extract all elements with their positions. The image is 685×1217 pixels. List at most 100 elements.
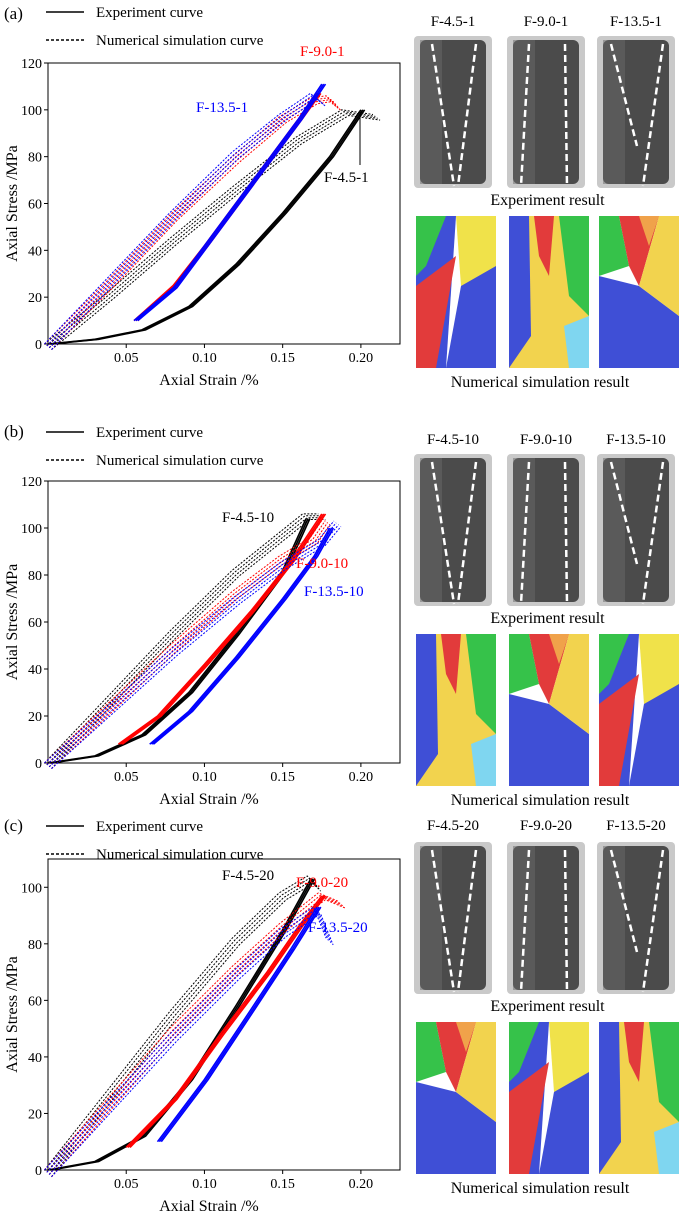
sim-curve-F-4.5-10 (46, 515, 321, 766)
y-tick-label: 40 (28, 663, 42, 678)
specimen-photo (414, 842, 492, 994)
y-tick-label: 40 (28, 244, 42, 259)
legend-simulation-label: Numerical simulation curve (96, 33, 264, 49)
x-tick-label: 0.20 (349, 1177, 374, 1192)
sim-curve-F-9.0-10 (48, 522, 329, 768)
x-tick-label: 0.15 (270, 1177, 295, 1192)
y-tick-label: 60 (28, 616, 42, 631)
simulation-image (416, 1022, 496, 1174)
y-axis-label: Axial Stress /MPa (4, 956, 21, 1072)
curve-annotation: F-4.5-1 (324, 170, 369, 186)
y-axis-label: Axial Stress /MPa (4, 145, 21, 261)
simulation-image (599, 216, 679, 368)
specimen-photo (507, 454, 585, 606)
simulation-caption: Numerical simulation result (450, 792, 630, 809)
specimen-photo (507, 36, 585, 188)
x-tick-label: 0.15 (270, 770, 295, 785)
experiment-caption: Experiment result (490, 610, 605, 627)
exp-curve-F-13.5-20 (156, 906, 318, 1143)
x-tick-label: 0.05 (114, 770, 139, 785)
y-tick-label: 120 (21, 57, 42, 72)
y-tick-label: 60 (28, 198, 42, 213)
exp-curve-F-4.5-20 (51, 878, 316, 1171)
y-tick-label: 80 (28, 151, 42, 166)
specimen-label: F-13.5-10 (606, 432, 666, 448)
curve-annotation: F-4.5-20 (222, 868, 274, 884)
simulation-image (416, 634, 496, 786)
exp-curve-F-13.5-20 (160, 906, 322, 1143)
simulation-image (599, 634, 679, 786)
specimen-photo (597, 36, 675, 188)
sim-curve-F-13.5-20 (44, 906, 327, 1171)
x-tick-label: 0.10 (192, 1177, 217, 1192)
x-tick-label: 0.10 (192, 770, 217, 785)
exp-curve-F-9.0-10 (121, 513, 327, 745)
y-tick-label: 20 (28, 291, 42, 306)
exp-curve-F-9.0-10 (119, 513, 325, 745)
sim-curve-F-4.5-20 (44, 875, 315, 1171)
exp-curve-F-13.5-10 (149, 527, 331, 745)
panel-label: (a) (4, 4, 23, 23)
exp-curve-F-4.5-1 (47, 109, 362, 345)
sim-curve-F-9.0-20 (51, 899, 346, 1178)
sim-curve-F-9.0-10 (44, 518, 324, 764)
y-tick-label: 80 (28, 938, 42, 953)
specimen-label: F-4.5-10 (426, 432, 480, 448)
specimen-photo (507, 842, 585, 994)
exp-curve-F-4.5-1 (51, 109, 366, 345)
curve-annotation: F-13.5-1 (196, 100, 248, 116)
sim-curve-F-13.5-10 (51, 526, 342, 769)
sim-curve-F-13.5-20 (48, 910, 332, 1175)
exp-curve-F-4.5-10 (47, 518, 307, 764)
simulation-image (509, 1022, 589, 1174)
exp-curve-F-9.0-20 (125, 895, 323, 1148)
panel-label: (b) (4, 422, 24, 441)
x-tick-label: 0.15 (270, 351, 295, 366)
plot-frame (47, 858, 401, 1171)
specimen-label: F-9.0-1 (523, 14, 569, 30)
experiment-caption: Experiment result (490, 192, 605, 209)
simulation-caption: Numerical simulation result (450, 374, 630, 391)
exp-curve-F-13.5-10 (151, 527, 333, 745)
sim-curve-F-9.0-1 (51, 100, 342, 350)
panel-b: (b) Experiment curve Numerical simulation … (0, 418, 685, 823)
y-tick-label: 0 (35, 1164, 42, 1179)
simulation-caption: Numerical simulation result (450, 1180, 630, 1197)
chart-a: (a) Experiment curve Numerical simulation … (4, 4, 401, 389)
legend-experiment-label: Experiment curve (96, 819, 203, 835)
simulation-image (599, 1022, 679, 1174)
y-tick-label: 20 (28, 710, 42, 725)
exp-curve-F-13.5-1 (137, 83, 327, 322)
curve-annotation: F-9.0-1 (300, 44, 345, 60)
legend-simulation-label: Numerical simulation curve (96, 847, 264, 863)
exp-curve-F-9.0-20 (127, 895, 325, 1148)
specimen-label: F-9.0-10 (519, 432, 573, 448)
y-tick-label: 60 (28, 994, 42, 1009)
legend-experiment-label: Experiment curve (96, 5, 203, 21)
legend-experiment-label: Experiment curve (96, 425, 203, 441)
simulation-image (509, 634, 589, 786)
curve-annotation: F-13.5-20 (308, 920, 368, 936)
x-axis-label: Axial Strain /% (159, 372, 259, 389)
specimen-label: F-9.0-20 (519, 818, 573, 834)
sim-curve-F-13.5-10 (46, 522, 337, 766)
sim-curve-F-9.0-1 (48, 98, 339, 349)
exp-curve-F-13.5-20 (158, 906, 320, 1143)
exp-curve-F-4.5-10 (49, 518, 309, 764)
x-tick-label: 0.20 (349, 770, 374, 785)
chart-b: (b) Experiment curve Numerical simulation … (4, 422, 401, 808)
chart-c: (c) Experiment curve Numerical simulation … (4, 816, 401, 1215)
x-tick-label: 0.05 (114, 1177, 139, 1192)
curve-annotation: F-9.0-20 (296, 875, 348, 891)
y-tick-label: 120 (21, 475, 42, 490)
sim-curve-F-9.0-20 (46, 894, 342, 1173)
y-tick-label: 100 (21, 881, 42, 896)
simulation-image (509, 216, 589, 368)
sim-curve-F-4.5-1 (51, 114, 381, 350)
specimen-label: F-13.5-20 (606, 818, 666, 834)
exp-curve-F-13.5-1 (133, 83, 323, 322)
curve-annotation: F-9.0-10 (296, 556, 348, 572)
panel-a: (a) Experiment curve Numerical simulation … (0, 0, 685, 405)
curve-annotation: F-13.5-10 (304, 584, 364, 600)
y-tick-label: 100 (21, 522, 42, 537)
